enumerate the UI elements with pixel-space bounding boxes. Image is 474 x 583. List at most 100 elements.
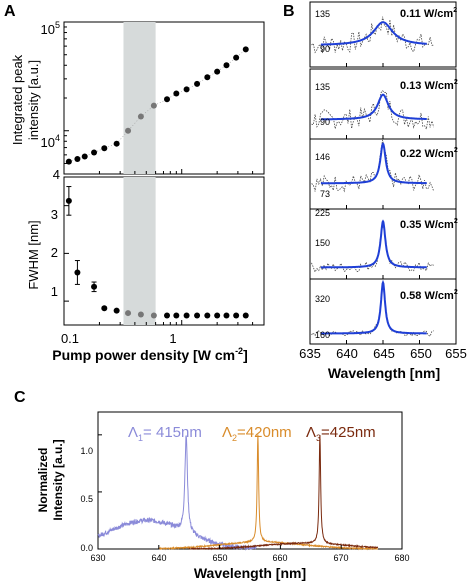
panel-a-top-plot [63, 21, 265, 175]
panel-a-top-ytick-2: 4 [53, 167, 60, 182]
panel-a-bottom-point [204, 312, 211, 319]
panel-a-top-shaded-region [123, 22, 156, 174]
panel-a-top-point [137, 113, 144, 120]
panel-a-top-point [113, 140, 120, 147]
panel-c-xlabel: Wavelength [nm] [194, 565, 306, 581]
panel-a-bottom-point [233, 312, 240, 319]
panel-letter-b: B [283, 3, 295, 20]
panel-a-top-ytick-0: 105 [41, 20, 60, 37]
panel-b-1-ytick-0: 135 [315, 82, 330, 92]
panel-a-top-point [194, 80, 201, 87]
panel-a-bottom-point [194, 312, 201, 319]
panel-letter-a: A [4, 3, 16, 20]
panel-a-bottom-plot [63, 176, 265, 326]
panel-a-bottom-ytick-2: 1 [51, 284, 58, 299]
panel-c-xtick-0: 630 [90, 553, 105, 563]
panel-a-bottom-ylabel: FWHM [nm] [26, 220, 41, 289]
panel-b-1-ytick-1: 90 [320, 117, 330, 127]
panel-b-4-ytick-0: 320 [315, 294, 330, 304]
panel-c-spectrum-line [188, 434, 379, 551]
panel-a-top-point [101, 145, 108, 152]
panel-a-bottom-point [125, 310, 132, 317]
panel-letter-c: C [14, 389, 26, 406]
panel-c-ylabel-2: Intensity [a.u.] [51, 439, 65, 520]
panel-a-top-point [164, 96, 171, 103]
panel-c-ytick-1: 0.5 [80, 494, 93, 504]
panel-a-top-point [223, 62, 230, 69]
panel-b-4-ytick-1: 160 [315, 330, 330, 340]
panel-c-peak-label-1: Λ1= 415nm [128, 424, 202, 443]
panel-a-top-point [74, 155, 81, 162]
panel-c-xtick-3: 660 [272, 553, 287, 563]
panel-b-xtick-0: 635 [299, 346, 321, 361]
panel-a-top-point [150, 102, 157, 109]
panel-b-4-power: 0.58 W/cm2 [400, 289, 458, 302]
panel-c-xtick-2: 650 [212, 553, 227, 563]
panel-a-bottom-point [173, 312, 180, 319]
panel-a-bottom-point [65, 197, 72, 204]
panel-a-bottom-point [137, 311, 144, 318]
panel-a-top-point [233, 54, 240, 61]
panel-b-xtick-2: 645 [373, 346, 395, 361]
panel-b-fit-line [320, 21, 427, 46]
panel-a-top-point [65, 158, 72, 165]
panel-a-bottom-shaded-region [123, 177, 156, 325]
panel-a-bottom-point [183, 312, 190, 319]
panel-a-xtick-1: 1 [169, 331, 176, 346]
panel-a-xlabel: Pump power density [W cm-2] [52, 346, 248, 363]
panel-a-top-point [91, 149, 98, 156]
panel-b-data-line [311, 16, 434, 54]
panel-a-top-point [173, 90, 180, 97]
panel-b-xlabel: Wavelength [nm] [328, 365, 440, 381]
panel-b-3-ytick-1: 150 [315, 238, 330, 248]
panel-c-plot [97, 411, 403, 551]
panel-b-fit-line [320, 93, 427, 121]
panel-a-top-ylabel-1: Integrated peak [10, 54, 25, 145]
panel-a-bottom-ytick-1: 2 [51, 245, 58, 260]
panel-c-xtick-5: 680 [394, 553, 409, 563]
panel-a-top-point [214, 68, 221, 75]
panel-b-3-power: 0.35 W/cm2 [400, 218, 458, 231]
panel-a-top-point [125, 127, 132, 134]
panel-a-top-guide-line [68, 49, 246, 162]
panel-c-spectrum-line [97, 435, 257, 551]
panel-b-fit-line [320, 279, 427, 335]
panel-a-top-point [204, 74, 211, 81]
panel-a-top-point [81, 153, 88, 160]
panel-a-bottom-ytick-0: 3 [51, 207, 58, 222]
panel-b-2-power: 0.22 W/cm2 [400, 147, 458, 160]
panel-c-peak-label-2: Λ2=420nm [222, 424, 292, 443]
panel-b-0-power: 0.11 W/cm2 [400, 7, 457, 20]
panel-b-xtick-4: 655 [445, 346, 467, 361]
panel-a-bottom-point [223, 312, 230, 319]
panel-b-1-power: 0.13 W/cm2 [400, 79, 458, 92]
panel-b-2-ytick-1: 73 [320, 189, 330, 199]
panel-a-bottom-point [91, 283, 98, 290]
panel-a-bottom-frame [63, 176, 265, 326]
panel-b-data-line [311, 139, 435, 193]
panel-c-ytick-0: 1.0 [80, 446, 93, 456]
panel-a-bottom-point [113, 307, 120, 314]
panel-a-bottom-point [164, 312, 171, 319]
panel-c-xtick-4: 670 [333, 553, 348, 563]
panel-a-xtick-0: 0.1 [61, 331, 79, 346]
panel-a-top-point [183, 86, 190, 93]
panel-b-fit-line [320, 142, 427, 185]
panel-b-0-ytick-1: 90 [320, 44, 330, 54]
panel-c-ylabel-1: Normalized [36, 448, 50, 513]
panel-b-labels: 135 90 0.11 W/cm2 135 90 0.13 W/cm2 146 … [315, 7, 458, 340]
panel-b-fit-line [320, 219, 427, 269]
panel-a-bottom-point [214, 312, 221, 319]
panel-b-2-ytick-0: 146 [315, 152, 330, 162]
panel-b-3-ytick-0: 225 [315, 208, 330, 218]
panel-a-top-ylabel-2: intensity [a.u.] [26, 60, 41, 140]
panel-c-spectrum-line [158, 434, 379, 551]
panel-a-bottom-point [101, 305, 108, 312]
panel-a-bottom-point [150, 312, 157, 319]
panel-a-top-ytick-1: 104 [41, 133, 60, 150]
panel-a-bottom-point [74, 269, 81, 276]
panel-a-bottom-point [242, 312, 249, 319]
panel-b-data-line [311, 90, 435, 131]
panel-b-0-ytick-0: 135 [315, 9, 330, 19]
